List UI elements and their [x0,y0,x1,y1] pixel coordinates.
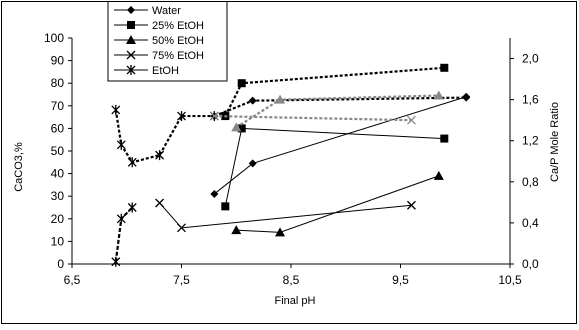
series-line-75-etoh [159,202,412,229]
data-point-ratio-7 [440,63,449,72]
chart-svg: 0 10 20 30 40 50 60 70 80 90 100 0,0 0,4 0,8 1,2 1,6 2,0… [13,0,561,307]
y2-tick-label: 1,6 [522,93,539,107]
data-point-ratio-5 [116,139,126,150]
legend-marker [126,50,136,60]
data-point-etoh [116,213,126,224]
legend-label: EtOH [152,65,179,77]
x-axis-title: Final pH [275,295,316,307]
data-point-25-etoh [440,134,449,143]
x-tick-label: 6,5 [64,273,81,287]
data-point-ratio-9 [209,111,219,121]
legend-label: 75% EtOH [152,50,204,62]
data-point-ratio-6 [462,93,471,102]
y-tick-label: 50 [51,144,65,158]
legend-label: 25% EtOH [152,20,204,32]
y-tick-label: 10 [51,234,65,248]
y2-tick-label: 0,0 [522,257,539,271]
series-line-50-etoh [236,175,439,233]
data-point-25-etoh [221,202,230,211]
x-tick-label: 8,5 [283,273,300,287]
data-point-50-etoh [231,225,242,235]
y2-tick-label: 2,0 [522,52,539,66]
data-point-ratio-8 [231,122,242,132]
y-tick-label: 20 [51,212,65,226]
series-line-ratio-7 [224,66,445,117]
x-tick-label: 10,5 [498,273,522,287]
y-tick-label: 100 [44,31,64,45]
data-point-etoh [127,202,137,213]
data-point-75-etoh [177,223,186,233]
data-point-75-etoh [155,198,165,208]
data-point-50-etoh [433,170,444,180]
y-tick-label: 80 [51,76,65,90]
y-axis-title: CaCO3,% [13,142,25,192]
data-point-ratio-9 [406,115,416,125]
legend-marker [127,6,135,14]
data-point-etoh [111,256,121,267]
y-tick-label: 40 [51,167,65,181]
data-point-water [210,189,219,198]
axes-group: 0 10 20 30 40 50 60 70 80 90 100 0,0 0,4 0,8 1,2 1,6 2,0… [44,31,539,287]
legend-label: 50% EtOH [152,35,204,47]
series-line-25-etoh [224,127,445,207]
y2-tick-label: 0,4 [522,216,539,230]
y-tick-label: 60 [51,121,65,135]
legend-marker [126,35,136,44]
data-point-25-etoh [237,124,246,133]
series-line-ratio-5 [114,109,215,164]
data-point-ratio-5 [155,150,165,161]
series-layer [111,63,471,267]
data-point-water [248,159,257,168]
x-tick-label: 7,5 [173,273,190,287]
series-line-ratio-9 [214,114,412,122]
data-point-ratio-8 [433,90,444,100]
y-tick-label: 70 [51,99,65,113]
y-tick-label: 90 [51,54,65,68]
data-point-ratio-8 [275,94,286,104]
legend: Water 25% EtOH 50% EtOH 75% EtOH EtOH [107,0,228,82]
data-point-50-etoh [275,227,286,237]
y-tick-label: 30 [51,189,65,203]
data-point-ratio-5 [111,104,121,115]
data-point-ratio-7 [237,79,246,88]
y-tick-label: 0 [57,257,64,271]
y2-tick-label: 0,8 [522,175,539,189]
chart-frame: 0 10 20 30 40 50 60 70 80 90 100 0,0 0,4 0,8 1,2 1,6 2,0… [1,0,577,324]
y2-axis-title: Ca/P Mole Ratio [549,102,561,182]
y2-tick-label: 1,2 [522,134,539,148]
x-tick-label: 9,5 [392,273,409,287]
data-point-75-etoh [406,200,416,210]
data-point-ratio-6 [248,96,257,105]
legend-marker [127,21,135,29]
legend-marker [126,65,136,75]
legend-label: Water [152,5,181,17]
data-point-ratio-5 [127,157,137,168]
data-point-ratio-5 [177,111,186,122]
